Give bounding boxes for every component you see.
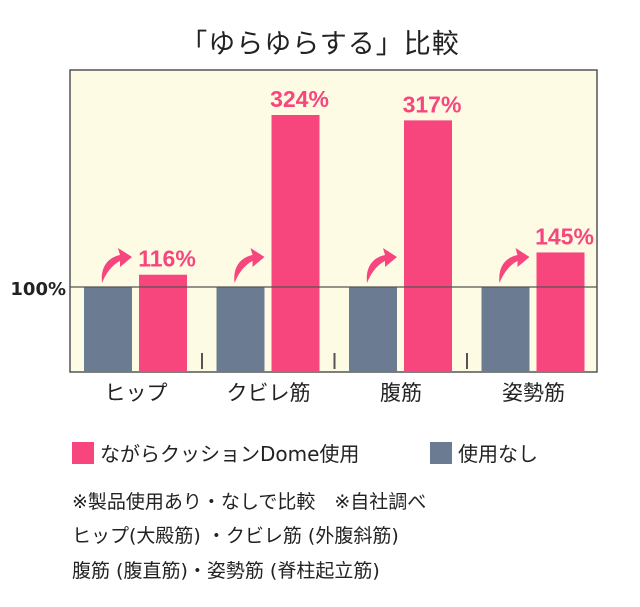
- up-arrow-icon: [499, 248, 530, 283]
- data-label: 145%: [535, 223, 594, 249]
- bar-chart: 116% ヒップ 324% クビレ筋 317% 腹筋 145% 姿勢筋 100%: [10, 69, 598, 405]
- data-label: 317%: [403, 91, 462, 117]
- data-label: 324%: [270, 86, 329, 112]
- legend-item-none: 使用なし: [430, 438, 538, 467]
- up-arrow-icon: [366, 248, 397, 283]
- legend-swatch-pink: [72, 441, 94, 464]
- bar-without: [481, 287, 530, 372]
- category-label: クビレ筋: [227, 381, 311, 405]
- bar-without: [349, 287, 397, 372]
- up-arrow-icon: [234, 248, 265, 283]
- bar-without: [84, 287, 132, 372]
- note-3: 腹筋 (腹直筋)・姿勢筋 (脊柱起立筋): [72, 560, 380, 582]
- bar-without: [216, 287, 265, 372]
- bar-with: [271, 115, 320, 372]
- legend-swatch-gray: [430, 441, 452, 464]
- note-1: ※製品使用あり・なしで比較 ※自社調べ: [72, 491, 427, 513]
- chart-title: 「ゆらゆらする」比較: [180, 29, 460, 60]
- data-label: 116%: [138, 246, 196, 272]
- legend-label: 使用なし: [458, 442, 538, 466]
- category-label: 姿勢筋: [502, 381, 565, 405]
- legend-label: ながらクッションDome使用: [100, 442, 360, 466]
- y-tick-label: 100%: [10, 279, 66, 300]
- bar-with: [536, 252, 585, 372]
- note-2: ヒップ(大殿筋) ・クビレ筋 (外腹斜筋): [72, 525, 399, 547]
- category-label: 腹筋: [380, 381, 422, 405]
- up-arrow-icon: [101, 248, 132, 283]
- category-label: ヒップ: [105, 381, 168, 405]
- legend-item-dome: ながらクッションDome使用: [72, 438, 359, 467]
- bar-with: [139, 274, 187, 372]
- bar-with: [404, 120, 452, 372]
